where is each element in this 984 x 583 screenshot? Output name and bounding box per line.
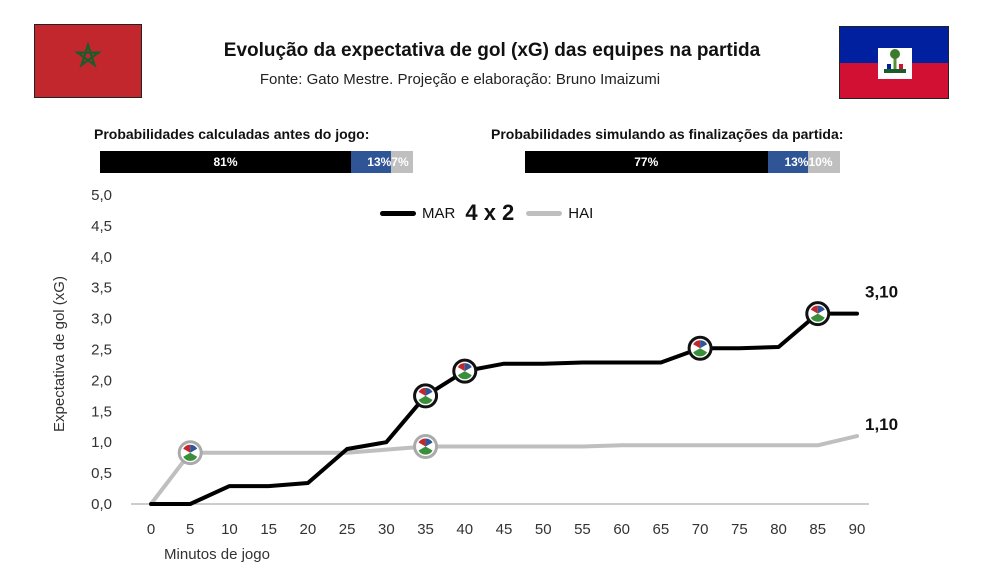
x-tick-label: 60 <box>613 521 630 538</box>
ball-segment-green <box>810 313 825 322</box>
goal-ball-icon <box>413 383 439 409</box>
probabilities-before-bar: 81% 13% 7% <box>100 151 413 173</box>
x-tick-label: 0 <box>147 521 155 538</box>
x-tick-label: 80 <box>770 521 787 538</box>
x-axis-label: Minutos de jogo <box>164 546 270 563</box>
morocco-star-icon <box>74 41 102 68</box>
prob-draw-segment: 13% <box>767 151 809 173</box>
ball-segment-red <box>457 363 465 372</box>
haiti-flag <box>839 26 949 99</box>
probabilities-before-label: Probabilidades calculadas antes do jogo: <box>94 126 370 142</box>
chart-legend: MAR 4 x 2 HAI <box>380 200 593 226</box>
x-tick-label: 25 <box>339 521 356 538</box>
x-tick-label: 35 <box>417 521 434 538</box>
y-tick-label: 4,5 <box>91 218 112 235</box>
x-tick-label: 15 <box>260 521 277 538</box>
ball-segment-red <box>810 305 818 314</box>
ball-segment-blue <box>190 444 198 453</box>
x-tick-label: 20 <box>300 521 317 538</box>
y-tick-label: 4,0 <box>91 249 112 266</box>
ball-segment-green <box>183 452 198 461</box>
x-tick-label: 75 <box>731 521 748 538</box>
legend-label-mar: MAR <box>422 204 456 222</box>
morocco-flag <box>34 24 142 98</box>
y-tick-label: 3,0 <box>91 311 112 328</box>
ball-segment-red <box>418 438 426 447</box>
ball-segment-blue <box>464 363 472 372</box>
x-tick-label: 90 <box>849 521 866 538</box>
y-tick-label: 1,5 <box>91 403 112 420</box>
x-tick-label: 70 <box>692 521 709 538</box>
probabilities-simulated-bar: 77% 13% 10% <box>525 151 840 173</box>
y-tick-label: 2,0 <box>91 372 112 389</box>
legend-swatch-hai <box>526 210 563 216</box>
ball-segment-red <box>418 387 426 396</box>
ball-segment-green <box>693 348 708 357</box>
x-tick-label: 40 <box>456 521 473 538</box>
ball-segment-blue <box>700 340 708 349</box>
haiti-coat-of-arms-icon <box>878 48 912 79</box>
y-tick-label: 1,0 <box>91 434 112 451</box>
ball-segment-green <box>457 371 472 380</box>
y-tick-label: 3,5 <box>91 280 112 297</box>
ball-segment-blue <box>425 438 433 447</box>
series-line-hai <box>149 434 859 506</box>
y-tick-label: 5,0 <box>91 187 112 204</box>
prob-draw-segment: 13% <box>351 151 392 173</box>
probabilities-simulated-label: Probabilidades simulando as finalizações… <box>491 126 844 142</box>
ball-segment-green <box>418 446 433 455</box>
x-tick-label: 65 <box>653 521 670 538</box>
chart-subtitle: Fonte: Gato Mestre. Projeção e elaboraçã… <box>259 71 661 88</box>
ball-segment-green <box>418 395 433 404</box>
legend-label-hai: HAI <box>568 204 594 222</box>
prob-home-segment: 81% <box>100 151 352 173</box>
y-tick-label: 2,5 <box>91 342 112 359</box>
x-tick-label: 5 <box>186 521 194 538</box>
match-score: 4 x 2 <box>465 200 515 225</box>
ball-segment-blue <box>817 305 825 314</box>
prob-away-segment: 7% <box>391 151 413 173</box>
x-tick-label: 30 <box>378 521 395 538</box>
ball-segment-red <box>183 444 191 453</box>
legend-swatch-mar <box>380 210 416 216</box>
ball-segment-red <box>693 340 701 349</box>
goal-ball-icon <box>452 358 478 384</box>
x-tick-label: 85 <box>809 521 826 538</box>
goal-ball-icon <box>805 301 831 327</box>
series-line-mar <box>149 311 859 506</box>
y-tick-label: 0,0 <box>91 496 112 513</box>
x-tick-label: 45 <box>496 521 513 538</box>
goal-ball-icon <box>687 335 713 361</box>
ball-segment-blue <box>425 387 433 396</box>
final-value-label-mar: 3,10 <box>865 283 898 302</box>
chart-title: Evolução da expectativa de gol (xG) das … <box>223 40 761 61</box>
x-tick-label: 50 <box>535 521 552 538</box>
goal-ball-icon <box>177 440 203 466</box>
y-tick-label: 0,5 <box>91 465 112 482</box>
x-tick-label: 10 <box>221 521 238 538</box>
prob-away-segment: 10% <box>808 151 840 173</box>
goal-ball-icon <box>413 434 439 460</box>
final-value-label-hai: 1,10 <box>865 415 898 434</box>
y-axis-label: Expectativa de gol (xG) <box>51 276 68 432</box>
x-tick-label: 55 <box>574 521 591 538</box>
prob-home-segment: 77% <box>525 151 768 173</box>
